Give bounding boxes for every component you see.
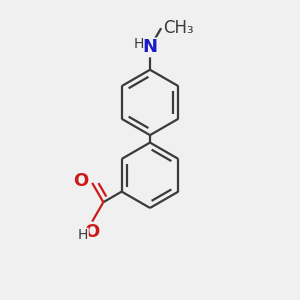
Text: H: H xyxy=(134,37,144,51)
Text: O: O xyxy=(85,223,100,241)
Text: O: O xyxy=(74,172,88,190)
Text: H: H xyxy=(78,228,88,242)
Text: CH₃: CH₃ xyxy=(163,19,193,37)
Text: N: N xyxy=(142,38,158,56)
